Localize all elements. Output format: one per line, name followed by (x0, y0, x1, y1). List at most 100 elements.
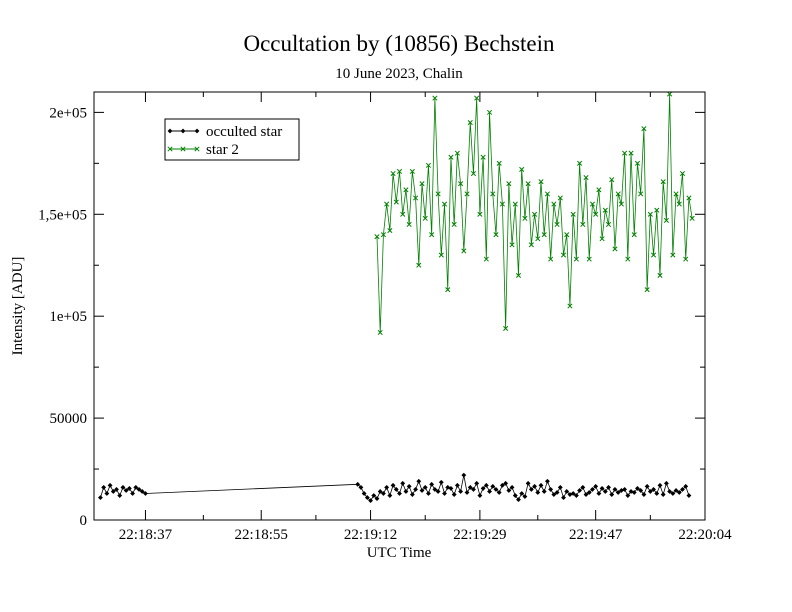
data-point (660, 492, 666, 497)
data-point (506, 181, 512, 187)
data-point (474, 480, 480, 486)
data-point (657, 272, 663, 278)
data-point (663, 217, 669, 223)
data-point (680, 487, 685, 492)
data-point (683, 256, 689, 262)
data-point (528, 487, 534, 492)
data-point (635, 485, 640, 491)
data-point (429, 481, 435, 487)
data-point (461, 472, 467, 478)
data-point (647, 489, 653, 494)
data-point (577, 160, 583, 166)
data-point (499, 482, 505, 488)
data-point (416, 262, 422, 268)
data-point (432, 487, 438, 492)
data-point (419, 488, 425, 493)
data-point (689, 215, 695, 221)
data-point (413, 487, 419, 492)
data-point (445, 287, 451, 293)
data-point (368, 498, 373, 504)
data-point (515, 272, 522, 278)
data-point (545, 478, 550, 484)
data-point (622, 487, 628, 492)
data-point (631, 232, 637, 238)
data-point (577, 488, 583, 493)
data-point (409, 492, 415, 497)
data-point (393, 487, 399, 492)
data-point (589, 201, 596, 207)
data-point (667, 91, 673, 97)
y-tick-label: 50000 (50, 411, 88, 427)
data-point (441, 201, 448, 207)
data-point (541, 489, 547, 494)
data-point (496, 160, 502, 166)
data-point (625, 493, 631, 498)
data-point (638, 191, 644, 197)
data-point (110, 489, 116, 494)
data-point (667, 489, 673, 494)
chart-subtitle: 10 June 2023, Chalin (335, 66, 463, 82)
data-point (435, 191, 441, 197)
data-point (625, 256, 631, 262)
data-point (377, 329, 383, 336)
data-point (615, 191, 621, 197)
data-point (583, 492, 589, 497)
data-point (612, 246, 618, 252)
data-point (593, 483, 599, 489)
data-point (583, 175, 589, 181)
data-point (673, 191, 679, 197)
data-point (615, 490, 621, 495)
data-point (467, 484, 473, 490)
data-point (374, 234, 380, 240)
data-point (470, 170, 477, 177)
data-point (503, 480, 509, 486)
data-point (435, 489, 441, 494)
data-point (509, 484, 515, 490)
data-point (638, 488, 644, 493)
data-point (660, 179, 666, 185)
data-point (104, 491, 110, 496)
data-point (464, 490, 470, 495)
data-point (644, 287, 650, 293)
data-point (493, 232, 499, 238)
data-point (384, 201, 390, 207)
data-point (551, 492, 557, 497)
data-point (490, 191, 496, 197)
data-point (573, 256, 579, 262)
data-point (364, 495, 370, 501)
data-point (532, 483, 537, 489)
data-point (393, 199, 399, 205)
data-point (599, 236, 605, 242)
data-point (101, 484, 107, 490)
data-point (425, 162, 431, 168)
data-point (551, 201, 557, 207)
data-point (606, 484, 611, 490)
data-point (413, 195, 419, 201)
data-point (573, 493, 579, 498)
data-point (676, 490, 682, 495)
data-point (593, 211, 599, 217)
data-point (609, 492, 615, 497)
x-axis-label: UTC Time (367, 545, 432, 561)
y-tick-label: 1,5e+05 (38, 207, 87, 223)
data-point (519, 491, 525, 496)
data-point (130, 491, 136, 496)
data-point (448, 485, 454, 491)
y-tick-label: 2e+05 (49, 105, 87, 121)
data-point (525, 480, 531, 486)
data-point (503, 325, 509, 331)
data-point (406, 221, 412, 228)
data-point (560, 252, 567, 258)
data-point (590, 487, 595, 492)
data-point (355, 481, 361, 487)
data-point (432, 95, 438, 101)
data-point (522, 494, 528, 499)
x-tick-label: 22:19:12 (344, 527, 397, 543)
data-point (448, 154, 454, 160)
data-point (673, 488, 679, 493)
data-point (380, 232, 386, 238)
data-point (609, 177, 615, 183)
data-point (622, 150, 628, 156)
data-point (438, 479, 444, 485)
